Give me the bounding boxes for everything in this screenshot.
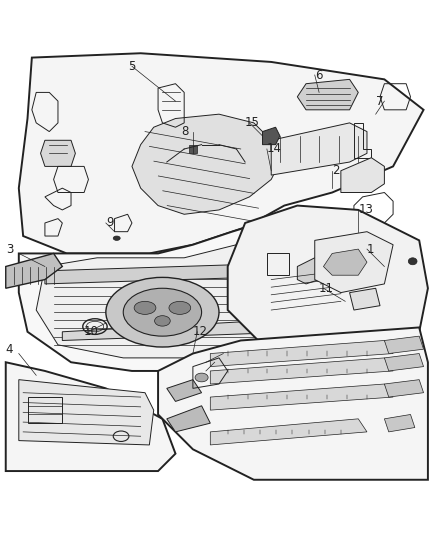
Text: 15: 15 <box>245 116 260 130</box>
Polygon shape <box>350 288 380 310</box>
Ellipse shape <box>408 258 417 265</box>
Polygon shape <box>297 79 358 110</box>
Polygon shape <box>36 245 323 358</box>
Ellipse shape <box>195 373 208 382</box>
Polygon shape <box>19 379 154 445</box>
Text: 13: 13 <box>358 204 373 216</box>
Text: 7: 7 <box>376 95 383 108</box>
Text: 6: 6 <box>315 69 322 82</box>
Polygon shape <box>385 336 424 353</box>
Polygon shape <box>158 327 428 480</box>
Polygon shape <box>188 144 197 154</box>
Ellipse shape <box>169 301 191 314</box>
Ellipse shape <box>123 288 201 336</box>
Ellipse shape <box>134 301 156 314</box>
Polygon shape <box>6 254 62 288</box>
Polygon shape <box>41 140 75 166</box>
Polygon shape <box>315 232 393 293</box>
Polygon shape <box>341 158 385 192</box>
Text: 3: 3 <box>6 243 13 256</box>
Text: 4: 4 <box>6 343 13 356</box>
Polygon shape <box>262 127 280 144</box>
Text: 11: 11 <box>319 282 334 295</box>
Ellipse shape <box>106 277 219 347</box>
Text: 12: 12 <box>193 325 208 338</box>
Text: 14: 14 <box>267 142 282 156</box>
Text: 2: 2 <box>332 164 339 177</box>
Polygon shape <box>132 114 280 214</box>
Polygon shape <box>19 53 424 254</box>
Polygon shape <box>62 319 302 341</box>
Polygon shape <box>297 258 323 284</box>
Polygon shape <box>228 206 428 345</box>
Polygon shape <box>385 379 424 397</box>
Polygon shape <box>385 415 415 432</box>
Text: 1: 1 <box>367 243 374 256</box>
Polygon shape <box>385 353 424 371</box>
Polygon shape <box>210 419 367 445</box>
Polygon shape <box>210 341 393 367</box>
Polygon shape <box>45 262 319 284</box>
Text: 10: 10 <box>84 325 99 338</box>
Polygon shape <box>6 362 176 471</box>
Text: 5: 5 <box>128 60 136 73</box>
Polygon shape <box>271 123 367 175</box>
Polygon shape <box>19 214 406 371</box>
Polygon shape <box>210 384 393 410</box>
Polygon shape <box>210 358 393 384</box>
Text: 8: 8 <box>181 125 188 138</box>
Polygon shape <box>323 249 367 275</box>
Text: 9: 9 <box>106 216 113 230</box>
Ellipse shape <box>113 236 120 240</box>
Polygon shape <box>167 406 210 432</box>
Polygon shape <box>167 379 201 401</box>
Ellipse shape <box>155 316 170 326</box>
